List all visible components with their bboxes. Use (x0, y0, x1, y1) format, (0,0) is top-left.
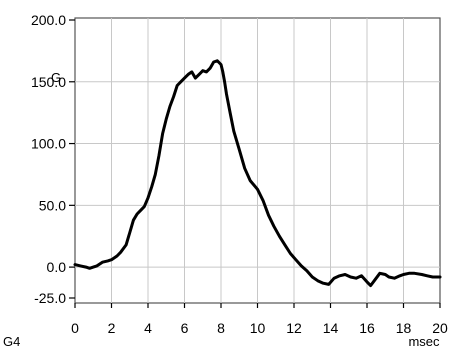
x-tick-labels: 0 2 4 6 8 10 12 14 16 18 20 (71, 320, 448, 336)
x-tick-label: 12 (286, 320, 302, 336)
tick-marks (69, 19, 441, 308)
x-tick-label: 20 (432, 320, 448, 336)
y-axis-unit: G (51, 70, 61, 85)
panel-label: G4 (3, 334, 20, 349)
x-tick-label: 4 (144, 320, 152, 336)
y-tick-label: 100.0 (31, 136, 66, 152)
x-tick-label: 6 (181, 320, 189, 336)
x-tick-label: 0 (71, 320, 79, 336)
y-tick-label: 200.0 (31, 12, 66, 28)
x-axis-unit: msec (408, 334, 440, 349)
x-tick-label: 2 (108, 320, 116, 336)
x-tick-label: 8 (217, 320, 225, 336)
y-tick-label: -25.0 (34, 290, 66, 306)
x-tick-label: 14 (323, 320, 339, 336)
x-tick-label: 16 (359, 320, 375, 336)
series-line (73, 59, 442, 288)
y-tick-label: 150.0 (31, 74, 66, 90)
y-tick-label: 50.0 (39, 197, 66, 213)
x-tick-label: 10 (250, 320, 266, 336)
y-tick-label: 0.0 (47, 259, 67, 275)
y-tick-labels: 200.0 150.0 100.0 50.0 0.0 -25.0 (31, 12, 66, 306)
x-tick-label: 18 (396, 320, 412, 336)
